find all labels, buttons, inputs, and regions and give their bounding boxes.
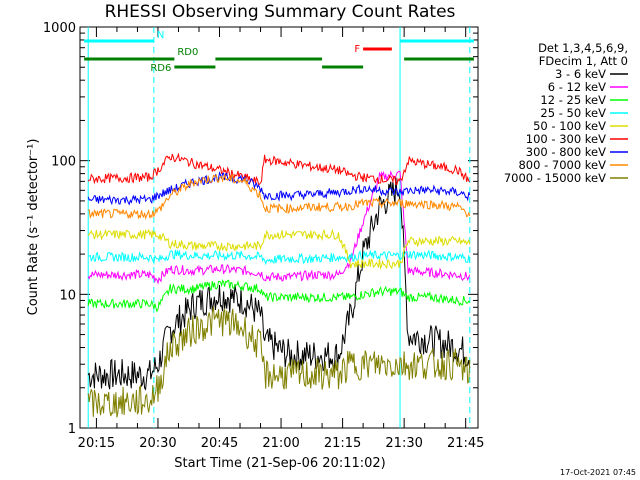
legend-entry-label: 100 - 300 keV bbox=[526, 132, 606, 146]
legend-entry-label: 3 - 6 keV bbox=[555, 67, 606, 81]
legend-entry-label: 800 - 7000 keV bbox=[518, 158, 606, 172]
legend-header-line: FDecim 1, Att 0 bbox=[539, 54, 628, 68]
x-axis-label: Start Time (21-Sep-06 20:11:02) bbox=[174, 456, 385, 471]
series-line-4 bbox=[87, 228, 471, 270]
y-tick-label: 1 bbox=[68, 422, 76, 437]
legend-header-line: Det 1,3,4,5,6,9, bbox=[538, 41, 628, 55]
x-tick-label: 21:45 bbox=[447, 436, 484, 451]
x-tick-label: 20:45 bbox=[201, 436, 238, 451]
x-tick-label: 21:15 bbox=[324, 436, 361, 451]
series-line-6 bbox=[87, 171, 471, 206]
series-line-7 bbox=[88, 173, 471, 220]
chart-title: RHESSI Observing Summary Count Rates bbox=[105, 2, 456, 22]
x-tick-label: 21:00 bbox=[262, 436, 299, 451]
y-tick-label: 10 bbox=[59, 288, 76, 303]
legend-entry-label: 50 - 100 keV bbox=[533, 119, 606, 133]
series-line-0 bbox=[87, 177, 471, 391]
series-line-1 bbox=[87, 170, 471, 285]
y-tick-label: 1000 bbox=[43, 21, 76, 36]
footer-date: 17-Oct-2021 07:45 bbox=[560, 468, 636, 477]
series-line-8 bbox=[87, 306, 471, 418]
legend-entry-label: 6 - 12 keV bbox=[548, 80, 606, 94]
plot-area: 1 10 100 1000 20:15 20:30 20:45 21:00 21:15 21:30… bbox=[43, 21, 485, 451]
flag-label-f: F bbox=[354, 44, 360, 55]
x-tick-label: 21:30 bbox=[385, 436, 422, 451]
series-line-2 bbox=[87, 279, 471, 313]
legend-entry-label: 25 - 50 keV bbox=[540, 106, 606, 120]
legend-entry-label: 12 - 25 keV bbox=[540, 93, 606, 107]
series-line-3 bbox=[88, 249, 471, 266]
x-tick-label: 20:30 bbox=[139, 436, 176, 451]
legend-entry-label: 300 - 800 keV bbox=[526, 145, 606, 159]
plot-frame bbox=[79, 26, 479, 429]
x-tick-label: 20:15 bbox=[78, 436, 115, 451]
flag-label-rd6: RD6 bbox=[150, 63, 171, 74]
flag-label-n: N bbox=[157, 30, 164, 41]
y-axis-label: Count Rate (s⁻¹ detector⁻¹) bbox=[26, 139, 41, 316]
flag-label-rd0: RD0 bbox=[177, 47, 198, 58]
legend: Det 1,3,4,5,6,9,FDecim 1, Att 03 - 6 keV… bbox=[504, 41, 628, 185]
legend-entry-label: 7000 - 15000 keV bbox=[504, 171, 606, 185]
series-line-5 bbox=[87, 152, 471, 185]
y-tick-label: 100 bbox=[51, 155, 76, 170]
